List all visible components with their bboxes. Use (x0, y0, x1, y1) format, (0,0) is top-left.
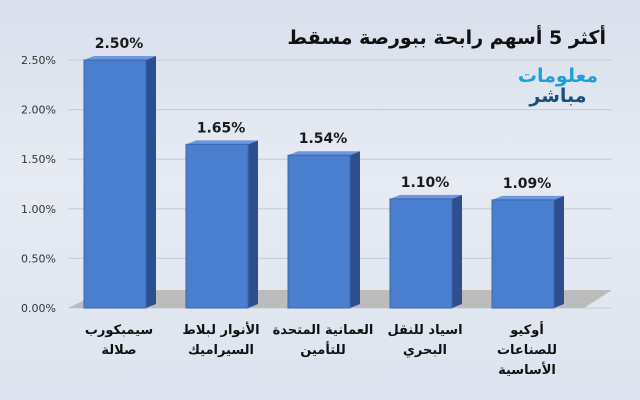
bar-top (390, 194, 462, 199)
y-tick-label: 0.00% (21, 302, 56, 315)
logo-line-2: مباشر (529, 85, 587, 107)
bar-side (146, 56, 156, 308)
chart-title: أكثر 5 أسهم رابحة ببورصة مسقط (287, 27, 606, 49)
x-category-label: اسياد للنقل (387, 323, 462, 338)
bar (491, 199, 555, 309)
data-label: 2.50% (95, 36, 144, 52)
y-tick-label: 2.50% (21, 54, 56, 67)
bar (83, 59, 147, 309)
data-label: 1.65% (197, 120, 246, 136)
y-tick-label: 2.00% (21, 104, 56, 117)
bar-side (452, 194, 462, 308)
x-category-label: للصناعات (497, 343, 557, 358)
x-category-label: البحري (403, 343, 447, 358)
bar-top (84, 56, 156, 60)
bar-side (248, 140, 258, 308)
x-category-label: العمانية المتحدة (273, 323, 374, 338)
data-label: 1.10% (401, 175, 450, 191)
x-category-label: أوكيو (509, 321, 544, 338)
bar-side (554, 195, 564, 308)
bar-top (186, 140, 258, 145)
x-category-label: الأنوار لبلاط (182, 321, 259, 338)
x-category-label: الأساسية (498, 361, 556, 378)
data-label: 1.09% (503, 176, 552, 192)
bar (287, 154, 351, 309)
bar-side (350, 151, 360, 308)
bar (185, 143, 249, 309)
x-category-label: سيمبكورب (85, 323, 153, 338)
x-category-label: صلالة (101, 343, 136, 358)
x-category-label: السيراميك (188, 343, 254, 358)
bar-top (492, 195, 564, 200)
logo-line-1: معلومات (517, 65, 599, 87)
mubasher-logo: معلومات مباشر (512, 66, 604, 106)
data-label: 1.54% (299, 131, 348, 147)
x-category-label: للتأمين (300, 341, 345, 358)
bar-top (288, 151, 360, 156)
y-tick-label: 0.50% (21, 252, 56, 265)
bar (389, 198, 453, 309)
y-tick-label: 1.00% (21, 203, 56, 216)
y-tick-label: 1.50% (21, 153, 56, 166)
